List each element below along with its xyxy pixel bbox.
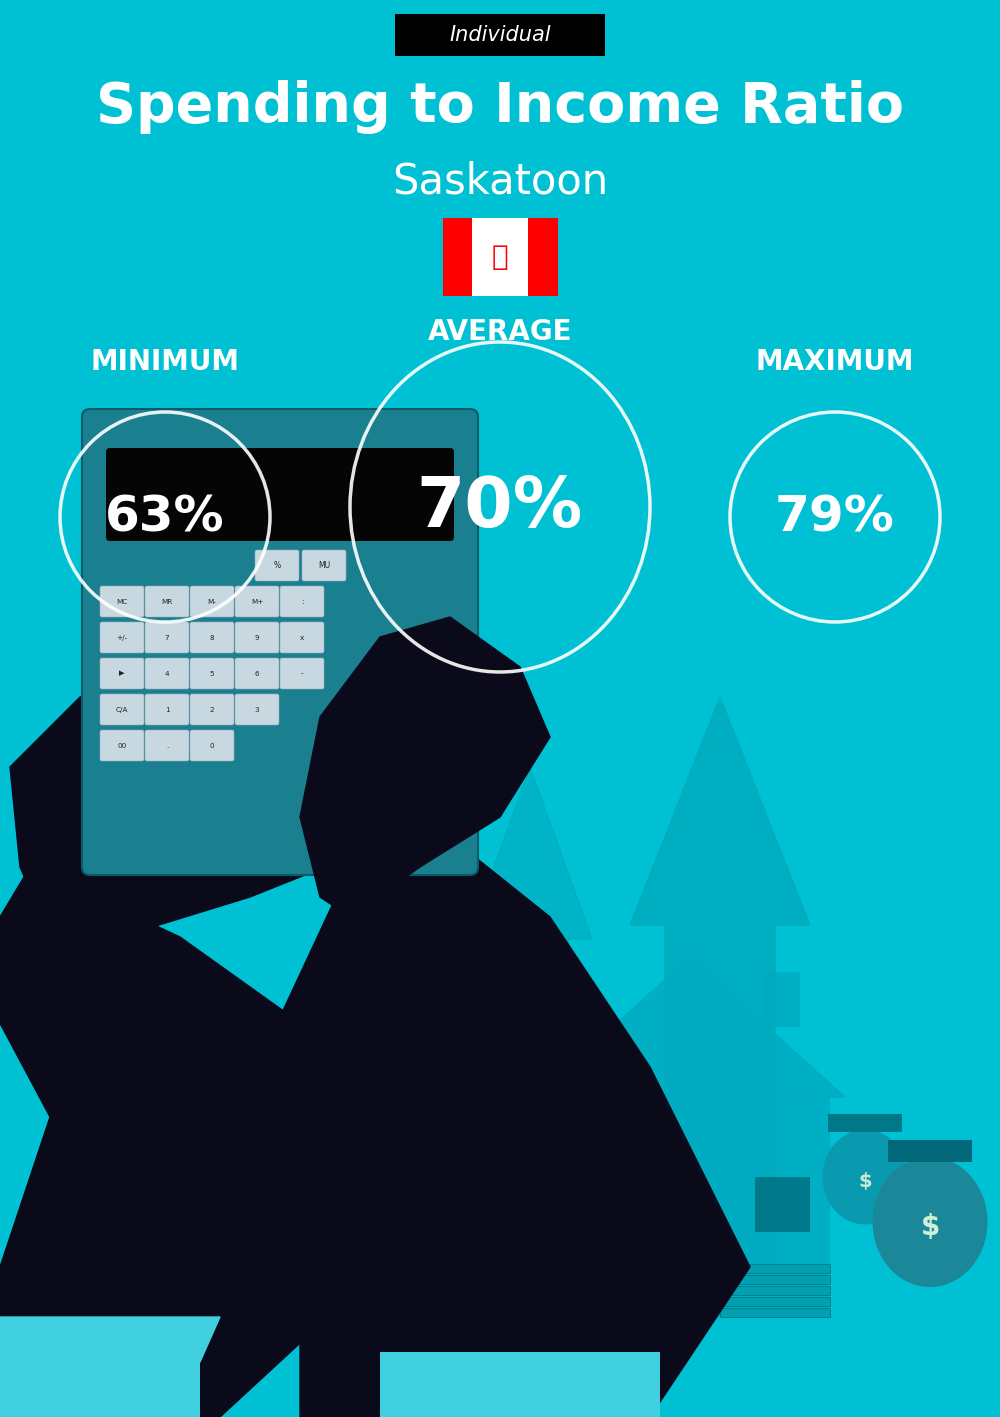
FancyBboxPatch shape — [145, 694, 189, 726]
Polygon shape — [0, 1316, 220, 1362]
FancyBboxPatch shape — [395, 14, 605, 57]
FancyBboxPatch shape — [145, 622, 189, 653]
Text: Spending to Income Ratio: Spending to Income Ratio — [96, 79, 904, 135]
Text: M+: M+ — [251, 598, 263, 605]
Bar — [720, 1297, 830, 1306]
Bar — [442, 218, 472, 296]
Text: 4: 4 — [165, 670, 169, 676]
Text: %: % — [273, 561, 281, 570]
Bar — [888, 1141, 972, 1162]
Polygon shape — [535, 956, 845, 1097]
Text: 6: 6 — [255, 670, 259, 676]
Bar — [720, 1275, 830, 1284]
FancyBboxPatch shape — [280, 587, 324, 616]
Text: 1: 1 — [165, 707, 169, 713]
Text: -: - — [301, 670, 303, 676]
Text: $: $ — [920, 1213, 940, 1241]
Polygon shape — [630, 697, 810, 1267]
Bar — [755, 1178, 810, 1231]
FancyBboxPatch shape — [100, 730, 144, 761]
Text: 0: 0 — [210, 743, 214, 748]
Bar — [442, 218, 558, 296]
Text: x: x — [300, 635, 304, 640]
FancyBboxPatch shape — [235, 587, 279, 616]
FancyBboxPatch shape — [235, 622, 279, 653]
Text: 5: 5 — [210, 670, 214, 676]
Bar — [570, 1178, 625, 1231]
Text: Individual: Individual — [449, 26, 551, 45]
Bar — [380, 1352, 660, 1417]
Text: MC: MC — [116, 598, 128, 605]
FancyBboxPatch shape — [82, 410, 478, 876]
FancyBboxPatch shape — [100, 694, 144, 726]
Text: MR: MR — [161, 598, 173, 605]
Text: 2: 2 — [210, 707, 214, 713]
Text: AVERAGE: AVERAGE — [428, 317, 572, 346]
Text: 🍁: 🍁 — [492, 242, 508, 271]
FancyBboxPatch shape — [190, 622, 234, 653]
Text: .: . — [166, 743, 168, 748]
Bar — [720, 1287, 830, 1295]
Text: MINIMUM: MINIMUM — [90, 349, 240, 376]
FancyBboxPatch shape — [255, 550, 299, 581]
Bar — [550, 1097, 830, 1316]
Bar — [720, 1264, 830, 1272]
Text: C/A: C/A — [116, 707, 128, 713]
Bar — [528, 218, 558, 296]
FancyBboxPatch shape — [190, 694, 234, 726]
Text: 00: 00 — [117, 743, 127, 748]
Bar — [668, 1231, 712, 1316]
FancyBboxPatch shape — [235, 657, 279, 689]
Text: $: $ — [858, 1172, 872, 1192]
Polygon shape — [468, 767, 592, 1197]
FancyBboxPatch shape — [190, 657, 234, 689]
FancyBboxPatch shape — [106, 448, 454, 541]
Bar — [0, 1352, 200, 1417]
FancyBboxPatch shape — [145, 657, 189, 689]
Polygon shape — [280, 837, 750, 1417]
FancyBboxPatch shape — [280, 622, 324, 653]
FancyBboxPatch shape — [100, 587, 144, 616]
Text: :: : — [301, 598, 303, 605]
FancyBboxPatch shape — [302, 550, 346, 581]
Bar — [765, 972, 800, 1027]
Text: Saskatoon: Saskatoon — [392, 162, 608, 203]
Polygon shape — [0, 867, 380, 1417]
Polygon shape — [300, 616, 550, 917]
FancyBboxPatch shape — [190, 730, 234, 761]
Text: 8: 8 — [210, 635, 214, 640]
Bar — [828, 1114, 902, 1132]
Polygon shape — [10, 667, 420, 937]
Text: MAXIMUM: MAXIMUM — [756, 349, 914, 376]
FancyBboxPatch shape — [145, 587, 189, 616]
FancyBboxPatch shape — [145, 730, 189, 761]
Text: 79%: 79% — [775, 493, 895, 541]
Ellipse shape — [822, 1129, 908, 1224]
Text: 9: 9 — [255, 635, 259, 640]
Text: ▶: ▶ — [119, 670, 125, 676]
FancyBboxPatch shape — [100, 622, 144, 653]
FancyBboxPatch shape — [100, 657, 144, 689]
Text: MU: MU — [318, 561, 330, 570]
Bar — [720, 1308, 830, 1316]
Text: M-: M- — [208, 598, 216, 605]
Text: 7: 7 — [165, 635, 169, 640]
Ellipse shape — [873, 1158, 988, 1287]
Text: +/-: +/- — [116, 635, 128, 640]
FancyBboxPatch shape — [280, 657, 324, 689]
FancyBboxPatch shape — [235, 694, 279, 726]
FancyBboxPatch shape — [190, 587, 234, 616]
Text: 3: 3 — [255, 707, 259, 713]
Text: 63%: 63% — [105, 493, 225, 541]
Text: 70%: 70% — [417, 473, 583, 540]
